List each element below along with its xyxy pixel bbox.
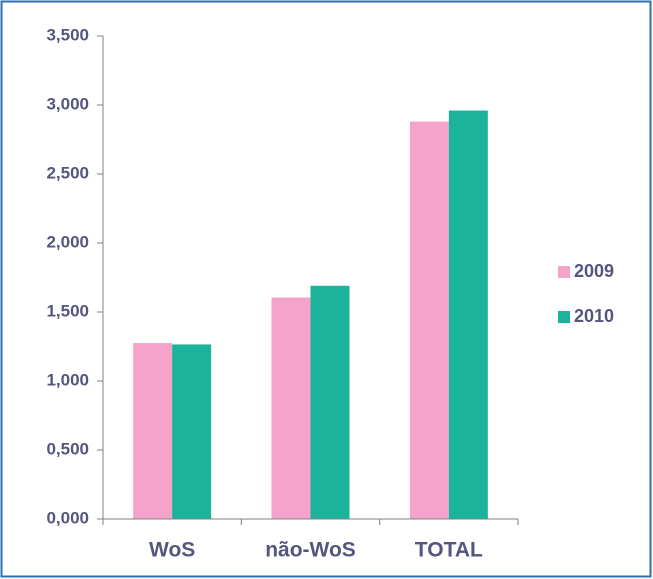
- bar: [172, 344, 212, 519]
- y-tick-label: 1,000: [46, 370, 89, 389]
- y-tick-label: 2,500: [46, 163, 89, 182]
- bar: [409, 121, 449, 519]
- x-tick-label: WoS: [149, 539, 195, 562]
- y-tick-label: 2,000: [46, 232, 89, 251]
- y-tick-label: 3,000: [46, 94, 89, 113]
- y-tick-label: 3,500: [46, 25, 89, 44]
- x-tick-label: não-WoS: [265, 539, 356, 562]
- y-tick-label: 0,500: [46, 439, 89, 458]
- bar: [133, 343, 173, 519]
- y-tick-label: 0,000: [46, 508, 89, 527]
- legend-swatch: [558, 311, 570, 323]
- bar: [448, 110, 488, 520]
- bar: [271, 297, 311, 519]
- x-tick-label: TOTAL: [415, 539, 483, 562]
- y-tick-label: 1,500: [46, 301, 89, 320]
- legend-label: 2010: [574, 306, 614, 326]
- legend-swatch: [558, 266, 570, 278]
- legend-label: 2009: [574, 261, 614, 281]
- bar: [310, 285, 350, 519]
